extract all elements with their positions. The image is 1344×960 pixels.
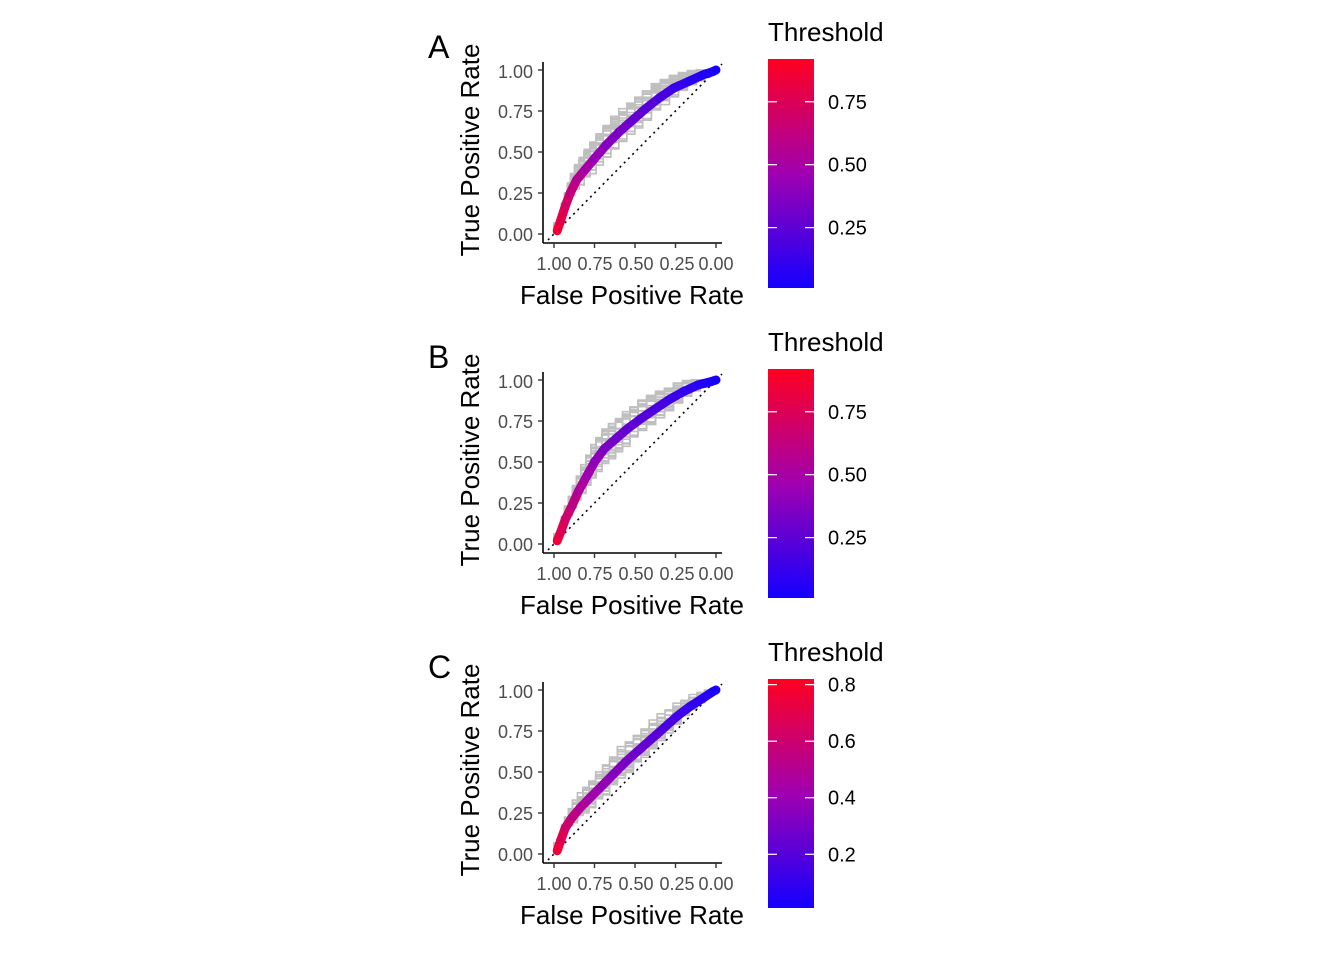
legend-title: Threshold bbox=[768, 637, 884, 667]
colorbar-tick-label: 0.8 bbox=[828, 675, 856, 697]
y-ticks: 0.00 0.25 0.50 0.75 1.00 bbox=[498, 372, 533, 555]
y-tick-label: 0.50 bbox=[498, 143, 533, 163]
panel-label: A bbox=[428, 29, 450, 65]
plot-area bbox=[538, 62, 723, 248]
colorbar-tick-label: 0.75 bbox=[828, 92, 867, 114]
y-tick-label: 0.25 bbox=[498, 184, 533, 204]
x-tick-label: 1.00 bbox=[536, 254, 571, 274]
x-tick-label: 0.50 bbox=[618, 254, 653, 274]
x-axis-title: False Positive Rate bbox=[520, 590, 744, 620]
y-ticks: 0.00 0.25 0.50 0.75 1.00 bbox=[498, 682, 533, 865]
x-tick-label: 0.00 bbox=[698, 564, 733, 584]
mean-roc-segment bbox=[708, 65, 721, 77]
chance-diagonal-line bbox=[547, 373, 723, 551]
x-ticks: 1.00 0.75 0.50 0.25 0.00 bbox=[536, 564, 733, 584]
y-axis-title: True Positive Rate bbox=[455, 354, 485, 567]
x-tick-label: 0.75 bbox=[577, 254, 612, 274]
x-tick-label: 0.00 bbox=[698, 254, 733, 274]
y-tick-label: 0.00 bbox=[498, 535, 533, 555]
x-tick-label: 1.00 bbox=[536, 874, 571, 894]
x-tick-label: 0.25 bbox=[659, 564, 694, 584]
y-tick-label: 1.00 bbox=[498, 62, 533, 82]
colorbar-tick-label: 0.50 bbox=[828, 465, 867, 487]
colorbar-tick-label: 0.25 bbox=[828, 528, 867, 550]
colorbar-tick-label: 0.2 bbox=[828, 844, 856, 866]
y-tick-label: 0.00 bbox=[498, 225, 533, 245]
y-axis-title: True Positive Rate bbox=[455, 664, 485, 877]
colorbar-gradient bbox=[768, 679, 814, 908]
x-tick-label: 0.25 bbox=[659, 254, 694, 274]
y-tick-label: 0.75 bbox=[498, 102, 533, 122]
colorbar: 0.75 0.50 0.25 bbox=[768, 59, 867, 288]
legend-title: Threshold bbox=[768, 17, 884, 47]
mean-roc-segment bbox=[706, 375, 721, 387]
colorbar: 0.75 0.50 0.25 bbox=[768, 369, 867, 598]
x-tick-label: 0.50 bbox=[618, 564, 653, 584]
x-tick-label: 1.00 bbox=[536, 564, 571, 584]
y-tick-label: 0.25 bbox=[498, 494, 533, 514]
mean-roc-segment bbox=[708, 685, 721, 697]
colorbar-tick-label: 0.75 bbox=[828, 402, 867, 424]
colorbar-tick-label: 0.50 bbox=[828, 155, 867, 177]
chance-diagonal-line bbox=[547, 63, 723, 241]
y-tick-label: 0.75 bbox=[498, 412, 533, 432]
y-ticks: 0.00 0.25 0.50 0.75 1.00 bbox=[498, 62, 533, 245]
colorbar-tick-label: 0.4 bbox=[828, 788, 856, 810]
colorbar-gradient bbox=[768, 369, 814, 598]
panel-b: B True Positive Rate 0.00 0.25 0.50 0.75… bbox=[428, 327, 884, 620]
plot-area bbox=[538, 682, 723, 868]
panel-label: C bbox=[428, 649, 451, 685]
panel-label: B bbox=[428, 339, 449, 375]
y-tick-label: 0.50 bbox=[498, 763, 533, 783]
x-tick-label: 0.00 bbox=[698, 874, 733, 894]
panel-c: C True Positive Rate 0.00 0.25 0.50 0.75… bbox=[428, 637, 884, 930]
plot-area bbox=[538, 372, 723, 558]
x-tick-label: 0.75 bbox=[577, 874, 612, 894]
colorbar: 0.8 0.6 0.4 0.2 bbox=[768, 675, 856, 908]
resample-roc-curve bbox=[553, 379, 716, 544]
colorbar-tick-label: 0.6 bbox=[828, 731, 856, 753]
legend: Threshold 0.75 0.50 0.25 bbox=[768, 327, 884, 598]
y-tick-label: 1.00 bbox=[498, 682, 533, 702]
x-tick-label: 0.50 bbox=[618, 874, 653, 894]
y-tick-label: 0.25 bbox=[498, 804, 533, 824]
x-tick-label: 0.25 bbox=[659, 874, 694, 894]
y-tick-label: 0.75 bbox=[498, 722, 533, 742]
x-axis-title: False Positive Rate bbox=[520, 900, 744, 930]
colorbar-gradient bbox=[768, 59, 814, 288]
x-ticks: 1.00 0.75 0.50 0.25 0.00 bbox=[536, 254, 733, 274]
y-tick-label: 1.00 bbox=[498, 372, 533, 392]
chance-diagonal-line bbox=[547, 683, 723, 861]
x-axis-title: False Positive Rate bbox=[520, 280, 744, 310]
x-ticks: 1.00 0.75 0.50 0.25 0.00 bbox=[536, 874, 733, 894]
colorbar-tick-label: 0.25 bbox=[828, 218, 867, 240]
panel-a: A True Positive Rate 0.00 0.25 0.50 0.75… bbox=[428, 17, 884, 310]
legend-title: Threshold bbox=[768, 327, 884, 357]
legend: Threshold 0.75 0.50 0.25 bbox=[768, 17, 884, 288]
y-tick-label: 0.50 bbox=[498, 453, 533, 473]
x-tick-label: 0.75 bbox=[577, 564, 612, 584]
legend: Threshold 0.8 0.6 0.4 0.2 bbox=[768, 637, 884, 908]
y-tick-label: 0.00 bbox=[498, 845, 533, 865]
y-axis-title: True Positive Rate bbox=[455, 44, 485, 257]
